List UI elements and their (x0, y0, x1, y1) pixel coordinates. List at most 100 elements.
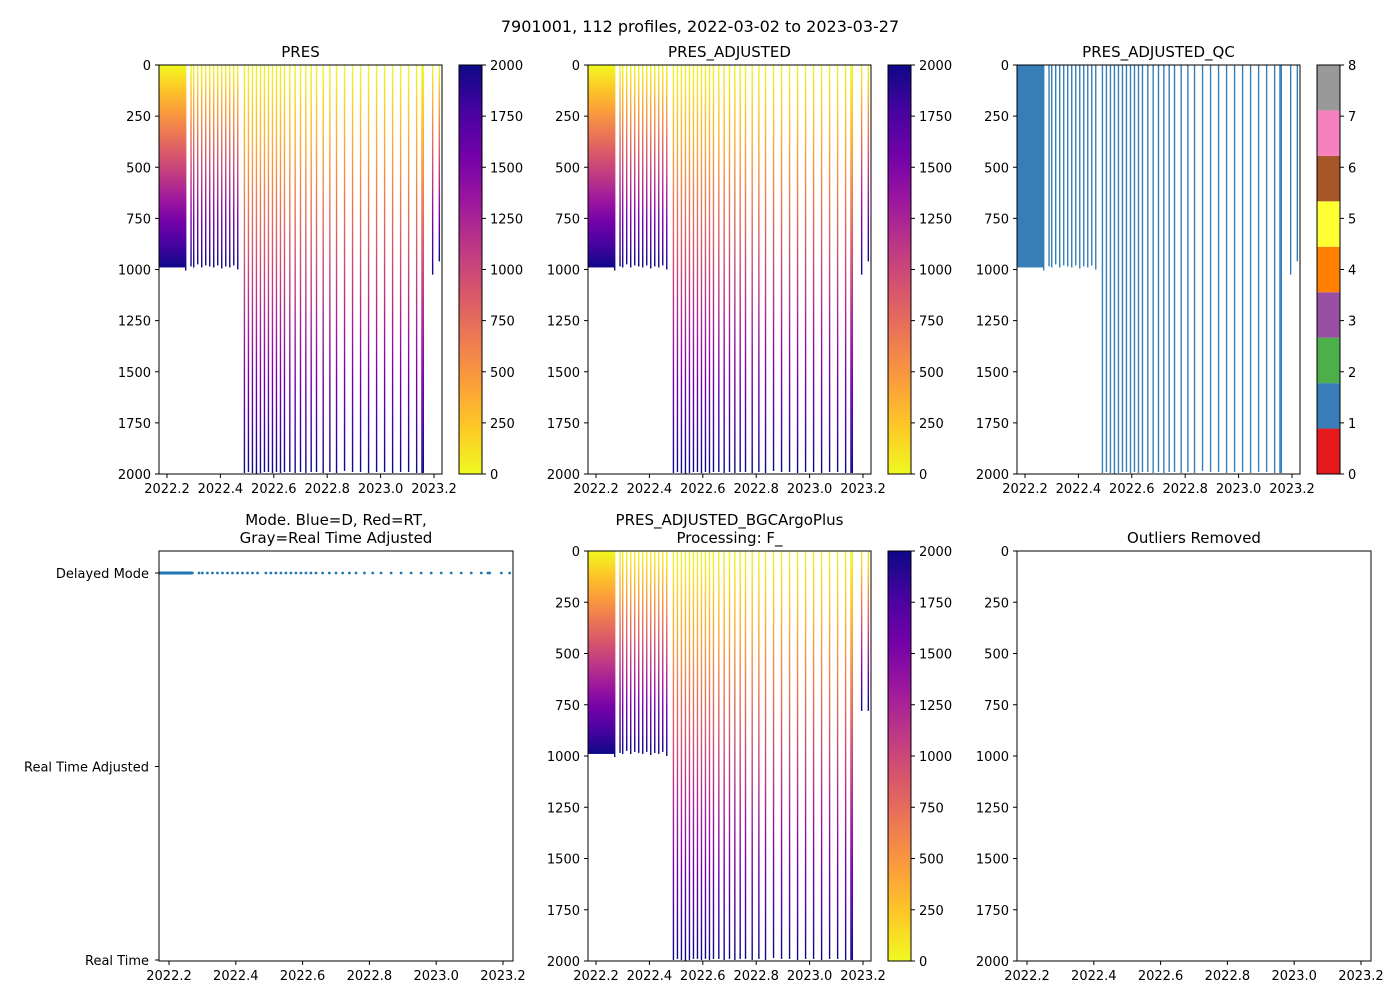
profile (680, 65, 683, 473)
profile (850, 65, 852, 473)
panel-title-line2: Gray=Real Time Adjusted (240, 529, 433, 547)
profile (367, 65, 370, 473)
profile (688, 65, 691, 473)
profile (1217, 65, 1220, 472)
mode-point (449, 571, 453, 575)
x-tick-label: 2023.2 (840, 482, 886, 497)
y-tick-label: 1250 (547, 801, 580, 816)
profile (263, 65, 266, 472)
y-tick-label: 1500 (976, 366, 1009, 381)
profile (1101, 65, 1104, 473)
mode-point (284, 571, 288, 575)
profile (666, 551, 668, 756)
profile-block (1017, 65, 1044, 268)
profile (197, 65, 199, 265)
profile (299, 65, 302, 472)
mode-point (201, 571, 204, 575)
profile (836, 551, 839, 959)
colorbar-tick-label: 1 (1348, 417, 1356, 432)
profile (1296, 65, 1299, 262)
panel-title: PRES_ADJUSTED_QC (1082, 43, 1235, 62)
y-tick-label: 250 (126, 110, 151, 125)
mode-point (299, 571, 303, 575)
profile (329, 65, 331, 472)
profile (723, 65, 725, 473)
x-tick-label: 2022.2 (573, 969, 619, 984)
profile (650, 65, 652, 269)
profile (1225, 65, 1228, 473)
profile (1257, 65, 1260, 472)
colorbar-tick-label: 1500 (919, 161, 952, 176)
y-tick-label: Delayed Mode (56, 567, 149, 582)
profile (828, 65, 831, 472)
mode-point (231, 571, 234, 575)
mode-point (469, 571, 473, 575)
qc-colorbar-segment (1317, 155, 1340, 202)
profile (1279, 65, 1281, 473)
y-tick-label: 2000 (547, 955, 580, 970)
profile (744, 65, 747, 472)
profile (1180, 65, 1182, 473)
mode-point (327, 571, 331, 575)
profile (375, 65, 378, 472)
y-tick-label: 0 (1001, 545, 1009, 560)
profile (1067, 65, 1069, 267)
mode-point (236, 571, 239, 575)
mode-point (459, 571, 463, 575)
profile (772, 551, 775, 958)
profile (213, 65, 215, 268)
mode-point (251, 571, 254, 575)
colorbar-tick-label: 1250 (490, 212, 523, 227)
colorbar-tick-label: 500 (919, 853, 944, 868)
panel-pres-adjusted: PRES_ADJUSTED 2022.2 2022.4 2022.6 2022.8 202… (547, 43, 952, 497)
profile (1273, 65, 1276, 473)
profile (422, 65, 425, 473)
mode-point (399, 571, 403, 575)
profile (828, 551, 831, 959)
colorbar-tick-label: 750 (919, 315, 944, 330)
profile (1055, 65, 1057, 265)
y-tick-label: 1750 (547, 904, 580, 919)
y-tick-label: 250 (555, 596, 580, 611)
x-tick-label: 2022.2 (1002, 482, 1048, 497)
profile (1187, 65, 1189, 472)
profile (1249, 65, 1252, 473)
profile (1265, 65, 1268, 472)
profile (680, 551, 683, 960)
profile (672, 551, 675, 960)
colorbar-tick-label: 1500 (919, 648, 952, 663)
profile (630, 551, 632, 754)
mode-point (197, 571, 201, 575)
panel-title-line2: Processing: F_ (676, 529, 783, 548)
profile (613, 551, 616, 758)
mode-point (211, 571, 214, 575)
profile (1063, 65, 1065, 266)
colorbar-tick-label: 500 (490, 366, 515, 381)
y-tick-label: 0 (572, 545, 580, 560)
mode-point (294, 571, 298, 575)
profile (1173, 65, 1176, 472)
mode-point (206, 571, 209, 575)
profile (622, 65, 624, 268)
colorbar-tick-label: 5 (1348, 212, 1356, 227)
colorbar-tick-label: 1750 (919, 596, 952, 611)
profile (1042, 65, 1045, 271)
y-tick-label: 1750 (547, 417, 580, 432)
y-tick-label: 1250 (976, 801, 1009, 816)
profile (438, 65, 441, 262)
mode-point (379, 571, 383, 575)
profile (1051, 65, 1053, 268)
y-tick-label: 750 (555, 699, 580, 714)
profile (650, 551, 652, 755)
mode-point (354, 571, 358, 575)
profile (844, 65, 847, 473)
profile (431, 65, 434, 275)
profile (619, 551, 621, 753)
profile (836, 65, 839, 472)
mode-point (216, 571, 219, 575)
colorbar-tick-label: 1000 (490, 264, 523, 279)
profile (676, 65, 679, 472)
figure-suptitle: 7901001, 112 profiles, 2022-03-02 to 202… (501, 17, 899, 36)
profile (751, 65, 753, 473)
profile (658, 65, 660, 268)
